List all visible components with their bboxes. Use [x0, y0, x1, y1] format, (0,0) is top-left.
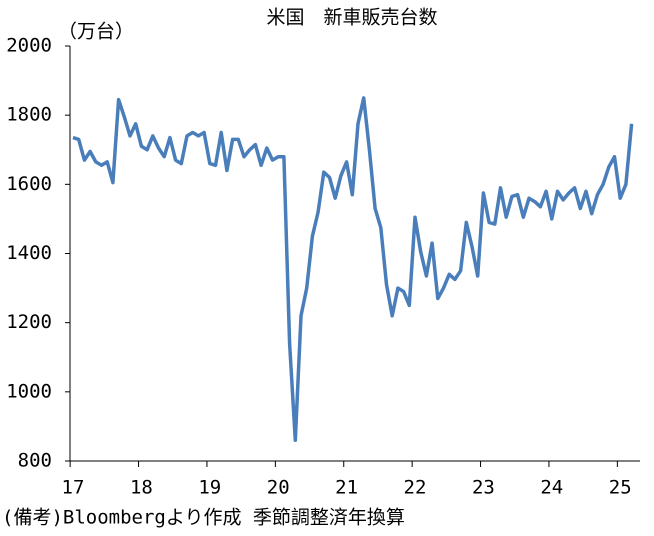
chart-title: 米国 新車販売台数: [266, 7, 437, 29]
x-tick-label: 19: [198, 477, 221, 499]
x-tick-label: 21: [335, 477, 358, 499]
y-tick-label: 1200: [6, 311, 52, 333]
note: (備考)Bloombergより作成 季節調整済年換算: [2, 507, 405, 529]
y-tick-label: 2000: [6, 35, 52, 57]
x-tick-label: 22: [404, 477, 427, 499]
x-tick-label: 17: [62, 477, 85, 499]
x-tick-label: 18: [130, 477, 153, 499]
y-tick-label: 800: [18, 450, 52, 472]
y-unit: （万台）: [58, 21, 134, 43]
x-tick-label: 24: [540, 477, 563, 499]
x-tick-label: 25: [609, 477, 632, 499]
line: [72, 96, 634, 443]
x-tick-label: 20: [267, 477, 290, 499]
y-tick-label: 1400: [6, 242, 52, 264]
y-tick-label: 1000: [6, 380, 52, 402]
x-tick-label: 23: [472, 477, 495, 499]
y-tick-label: 1800: [6, 104, 52, 126]
y-tick-label: 1600: [6, 173, 52, 195]
